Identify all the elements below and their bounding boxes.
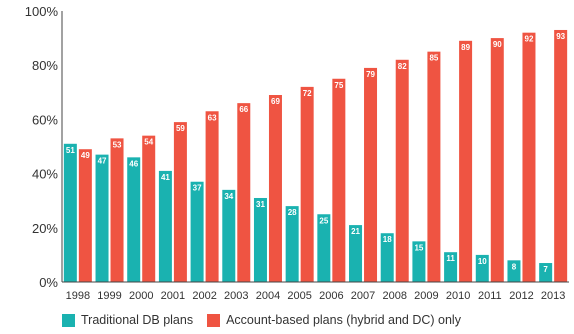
- x-tick-label: 1998: [66, 290, 90, 302]
- y-tick-label: 20%: [32, 221, 58, 236]
- y-tick-label: 40%: [32, 167, 58, 182]
- bar-traditional-2013: [539, 263, 553, 282]
- x-tick-label: 2012: [509, 290, 533, 302]
- x-tick-label: 2006: [319, 290, 343, 302]
- legend-item-traditional: Traditional DB plans: [62, 313, 193, 327]
- bar-label-traditional-2001: 41: [161, 173, 170, 182]
- bar-label-account-based-2004: 69: [271, 97, 280, 106]
- bar-label-account-based-2011: 90: [493, 40, 502, 49]
- bar-traditional-2009: [412, 241, 426, 282]
- legend-item-account-based: Account-based plans (hybrid and DC) only: [207, 313, 461, 327]
- y-tick-label: 0%: [39, 275, 58, 290]
- bar-traditional-2007: [349, 225, 363, 282]
- bar-traditional-1998: [63, 143, 77, 282]
- bar-account-based-2000: [142, 135, 156, 282]
- x-axis: 1998 1999 2000 2001 2002 2003 2004 2005 2006 2007…: [62, 281, 569, 302]
- x-tick-label: 2009: [414, 290, 438, 302]
- bar-account-based-2006: [332, 78, 346, 282]
- bar-label-account-based-2001: 59: [176, 124, 185, 133]
- bar-account-based-2011: [490, 38, 504, 282]
- bar-account-based-1998: [78, 149, 92, 282]
- bar-label-account-based-2007: 79: [366, 70, 375, 79]
- legend-swatch-traditional: [62, 313, 75, 327]
- x-tick-label: 2013: [541, 290, 565, 302]
- bar-label-traditional-2012: 8: [512, 262, 517, 271]
- bar-label-traditional-2007: 21: [351, 227, 360, 236]
- x-tick-label: 2008: [382, 290, 406, 302]
- bar-account-based-2003: [237, 103, 251, 282]
- x-tick-label: 2000: [129, 290, 153, 302]
- bar-traditional-2001: [158, 170, 172, 282]
- bar-traditional-2010: [444, 252, 458, 282]
- legend-label-traditional: Traditional DB plans: [81, 313, 194, 327]
- bar-traditional-2000: [127, 157, 141, 282]
- bar-label-account-based-2008: 82: [398, 62, 407, 71]
- y-axis: 0% 20% 40% 60% 80% 100%: [25, 4, 63, 290]
- bar-label-account-based-1999: 53: [113, 140, 122, 149]
- bar-traditional-2002: [190, 181, 204, 282]
- bar-traditional-2011: [475, 254, 489, 282]
- bar-label-traditional-2006: 25: [319, 216, 328, 225]
- bar-traditional-2012: [507, 260, 521, 282]
- bar-traditional-2006: [317, 214, 331, 282]
- bar-account-based-2001: [173, 122, 187, 282]
- bar-label-traditional-2008: 18: [383, 235, 392, 244]
- bar-label-account-based-2010: 89: [461, 43, 470, 52]
- bar-label-account-based-2006: 75: [334, 81, 343, 90]
- bar-chart: 0% 20% 40% 60% 80% 100% 51 49 47 53 46 54 41 59 37 63 3…: [25, 4, 569, 302]
- x-tick-label: 2002: [192, 290, 216, 302]
- x-tick-label: 2007: [351, 290, 375, 302]
- x-tick-label: 2001: [161, 290, 185, 302]
- bar-account-based-2013: [554, 29, 568, 282]
- bar-account-based-2009: [427, 51, 441, 283]
- bar-account-based-2008: [395, 59, 409, 282]
- bar-traditional-1999: [95, 154, 109, 282]
- x-tick-label: 2003: [224, 290, 248, 302]
- legend: Traditional DB plans Account-based plans…: [62, 311, 475, 329]
- bar-label-traditional-2002: 37: [193, 184, 202, 193]
- x-tick-label: 2005: [287, 290, 311, 302]
- bar-label-traditional-2003: 34: [224, 192, 233, 201]
- bar-account-based-2012: [522, 32, 536, 283]
- bar-label-account-based-2000: 54: [144, 138, 153, 147]
- bar-traditional-2005: [285, 206, 299, 282]
- bar-account-based-2010: [459, 40, 473, 283]
- bar-label-traditional-1999: 47: [98, 157, 107, 166]
- bar-account-based-1999: [110, 138, 124, 282]
- bar-label-account-based-1998: 49: [81, 151, 90, 160]
- bar-account-based-2002: [205, 111, 219, 283]
- bar-account-based-2005: [300, 86, 314, 282]
- bar-label-account-based-2013: 93: [556, 32, 565, 41]
- bar-label-account-based-2012: 92: [525, 35, 534, 44]
- bar-traditional-2008: [380, 233, 394, 282]
- bar-label-account-based-2003: 66: [239, 105, 248, 114]
- bar-label-traditional-2011: 10: [478, 257, 487, 266]
- x-tick-label: 1999: [97, 290, 121, 302]
- y-tick-label: 80%: [32, 58, 58, 73]
- bar-traditional-2003: [222, 189, 236, 282]
- bar-label-traditional-1998: 51: [66, 146, 75, 155]
- bar-label-account-based-2009: 85: [429, 54, 438, 63]
- bar-account-based-2007: [364, 67, 378, 282]
- bar-traditional-2004: [253, 197, 267, 282]
- legend-label-account-based: Account-based plans (hybrid and DC) only: [226, 313, 461, 327]
- bar-account-based-2004: [268, 95, 282, 282]
- bar-label-traditional-2013: 7: [543, 265, 548, 274]
- x-tick-label: 2004: [256, 290, 280, 302]
- bar-label-account-based-2002: 63: [208, 113, 217, 122]
- x-tick-label: 2010: [446, 290, 470, 302]
- bar-label-account-based-2005: 72: [303, 89, 312, 98]
- legend-swatch-account-based: [207, 313, 221, 327]
- y-tick-label: 60%: [32, 112, 58, 127]
- bar-label-traditional-2009: 15: [414, 243, 423, 252]
- bar-label-traditional-2010: 11: [446, 254, 455, 263]
- x-tick-label: 2011: [478, 290, 502, 302]
- y-tick-label: 100%: [25, 4, 59, 19]
- bar-label-traditional-2000: 46: [129, 159, 138, 168]
- bar-label-traditional-2004: 31: [256, 200, 265, 209]
- bar-label-traditional-2005: 28: [288, 208, 297, 217]
- bar-group: 5149475346544159376334663169287225752179…: [63, 29, 568, 283]
